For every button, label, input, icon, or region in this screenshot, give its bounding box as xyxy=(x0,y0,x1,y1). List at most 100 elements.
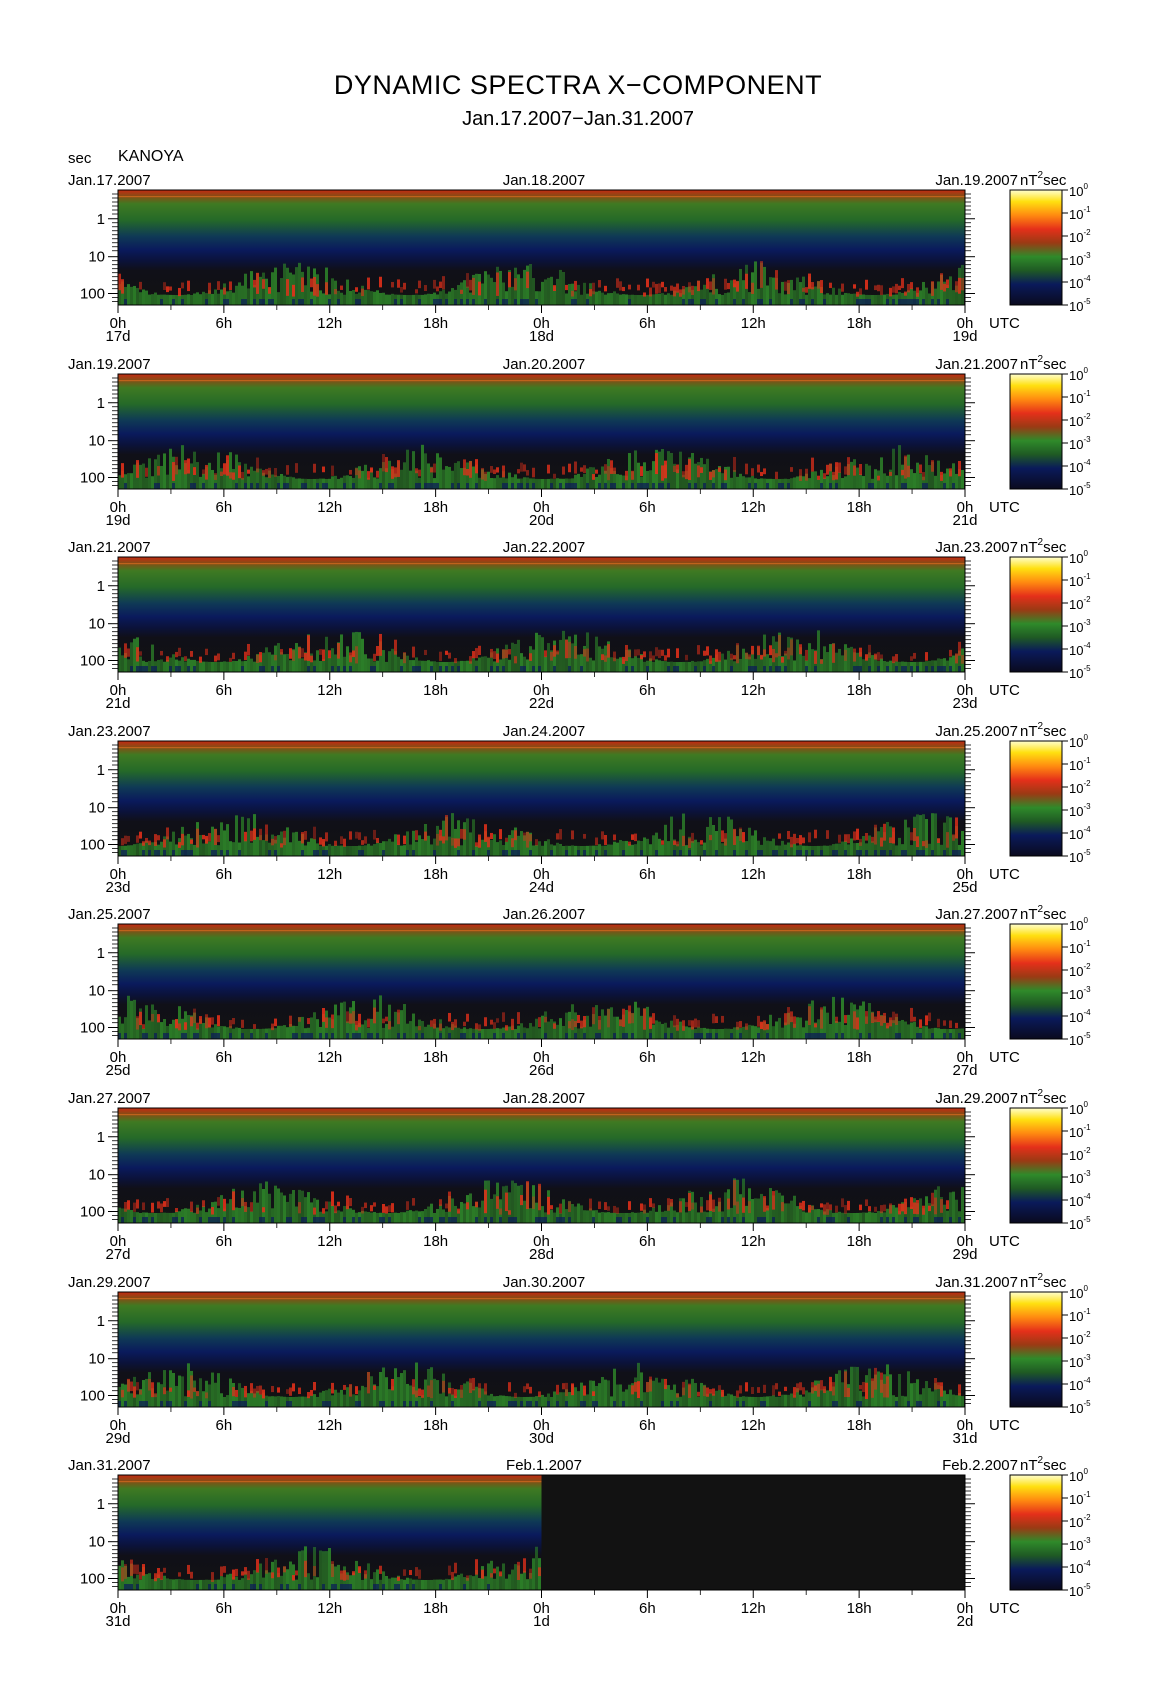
x-tick-label: 6h xyxy=(639,315,656,332)
y-tick-label: 10 xyxy=(88,616,105,633)
day-label-mid: 24d xyxy=(529,879,554,896)
panel-date-right: Jan.29.2007 xyxy=(935,1090,1018,1107)
panel-1: Jan.17.2007 Jan.18.2007 Jan.19.2007 nT2sec1… xyxy=(68,170,1091,345)
colorbar-tick-label: 10-3 xyxy=(1069,1353,1091,1370)
panel-date-mid: Jan.20.2007 xyxy=(503,356,586,373)
colorbar-tick-label: 100 xyxy=(1069,1100,1088,1117)
x-tick-label: 18h xyxy=(847,499,872,516)
x-tick-label: 18h xyxy=(847,866,872,883)
colorbar-unit: nT2sec xyxy=(1020,904,1067,923)
x-unit-label: UTC xyxy=(989,1049,1020,1066)
y-tick-label: 100 xyxy=(80,653,105,670)
colorbar-tick-label: 100 xyxy=(1069,1284,1088,1301)
day-label-mid: 30d xyxy=(529,1430,554,1447)
x-tick-label: 0h xyxy=(533,682,550,699)
panel-date-left: Jan.25.2007 xyxy=(68,906,151,923)
day-label-right: 19d xyxy=(952,328,977,345)
day-label-mid: 28d xyxy=(529,1246,554,1263)
panel-8: Jan.31.2007 Feb.1.2007 Feb.2.2007 nT2sec 1 10… xyxy=(68,1455,1091,1630)
spectrum-band-line xyxy=(118,563,965,565)
spectrum-activity xyxy=(118,444,964,489)
figure-subtitle: Jan.17.2007−Jan.31.2007 xyxy=(462,108,694,130)
x-tick-label: 0h xyxy=(110,1233,127,1250)
colorbar-tick-label: 100 xyxy=(1069,182,1088,199)
day-label-right: 25d xyxy=(952,879,977,896)
x-tick-label: 0h xyxy=(110,682,127,699)
x-tick-label: 6h xyxy=(639,1049,656,1066)
panel-date-right: Feb.2.2007 xyxy=(942,1457,1018,1474)
y-tick-label: 1 xyxy=(97,945,105,962)
x-unit-label: UTC xyxy=(989,1600,1020,1617)
spectrum-activity xyxy=(118,1178,964,1223)
x-tick-label: 6h xyxy=(639,499,656,516)
colorbar-tick-label: 10-3 xyxy=(1069,1169,1091,1186)
x-tick-label: 18h xyxy=(423,1417,448,1434)
x-tick-label: 6h xyxy=(216,1233,233,1250)
x-tick-label: 12h xyxy=(741,682,766,699)
x-tick-label: 0h xyxy=(533,1600,550,1617)
x-tick-label: 6h xyxy=(216,315,233,332)
x-tick-label: 6h xyxy=(216,682,233,699)
y-tick-label: 1 xyxy=(97,762,105,779)
y-tick-label: 10 xyxy=(88,1534,105,1551)
panel-date-right: Jan.25.2007 xyxy=(935,723,1018,740)
colorbar-tick-label: 10-4 xyxy=(1069,1192,1091,1209)
spectrum-band-line xyxy=(118,930,965,932)
colorbar-tick-label: 10-5 xyxy=(1069,664,1091,681)
day-label-right: 31d xyxy=(952,1430,977,1447)
panel-date-mid: Feb.1.2007 xyxy=(506,1457,582,1474)
x-unit-label: UTC xyxy=(989,315,1020,332)
x-tick-label: 12h xyxy=(317,499,342,516)
x-tick-label: 0h xyxy=(957,315,974,332)
panel-date-left: Jan.31.2007 xyxy=(68,1457,151,1474)
x-tick-label: 12h xyxy=(317,1417,342,1434)
panel-date-right: Jan.19.2007 xyxy=(935,172,1018,189)
spectrum-activity xyxy=(118,1362,964,1407)
x-tick-label: 18h xyxy=(847,1049,872,1066)
colorbar-tick-label: 10-5 xyxy=(1069,1215,1091,1232)
day-label-left: 25d xyxy=(105,1062,130,1079)
panel-date-left: Jan.19.2007 xyxy=(68,356,151,373)
colorbar-tick-label: 10-4 xyxy=(1069,825,1091,842)
y-tick-label: 1 xyxy=(97,211,105,228)
x-tick-label: 18h xyxy=(423,866,448,883)
day-label-mid: 22d xyxy=(529,695,554,712)
colorbar-tick-label: 10-4 xyxy=(1069,274,1091,291)
colorbar-tick-label: 10-1 xyxy=(1069,939,1091,956)
x-tick-label: 12h xyxy=(741,1233,766,1250)
x-tick-label: 0h xyxy=(957,1600,974,1617)
y-tick-label: 10 xyxy=(88,1167,105,1184)
x-tick-label: 0h xyxy=(533,315,550,332)
x-tick-label: 12h xyxy=(317,866,342,883)
y-tick-label: 100 xyxy=(80,837,105,854)
day-label-left: 19d xyxy=(105,512,130,529)
spectrum-activity xyxy=(118,261,964,305)
y-tick-label: 10 xyxy=(88,800,105,817)
colorbar-tick-label: 10-1 xyxy=(1069,1123,1091,1140)
panel-date-mid: Jan.28.2007 xyxy=(503,1090,586,1107)
x-tick-label: 18h xyxy=(423,499,448,516)
x-tick-label: 6h xyxy=(216,499,233,516)
x-tick-label: 12h xyxy=(317,1049,342,1066)
x-tick-label: 18h xyxy=(847,1233,872,1250)
colorbar xyxy=(1009,1474,1063,1591)
colorbar xyxy=(1009,189,1063,306)
spectrum-activity xyxy=(118,813,964,856)
panel-5: Jan.25.2007 Jan.26.2007 Jan.27.2007 nT2sec1… xyxy=(68,904,1091,1079)
y-tick-label: 100 xyxy=(80,1571,105,1588)
day-label-left: 23d xyxy=(105,879,130,896)
y-tick-label: 1 xyxy=(97,1313,105,1330)
colorbar xyxy=(1009,1291,1063,1408)
colorbar-tick-label: 10-5 xyxy=(1069,1582,1091,1599)
colorbar-tick-label: 10-5 xyxy=(1069,1031,1091,1048)
x-tick-label: 18h xyxy=(423,1049,448,1066)
panel-date-mid: Jan.22.2007 xyxy=(503,539,586,556)
x-tick-label: 0h xyxy=(957,1417,974,1434)
x-tick-label: 12h xyxy=(317,682,342,699)
colorbar xyxy=(1009,1107,1063,1224)
x-tick-label: 0h xyxy=(533,1049,550,1066)
spectrum-band-line xyxy=(118,380,965,382)
x-tick-label: 18h xyxy=(423,315,448,332)
spectrum-band-line xyxy=(118,196,965,198)
x-tick-label: 12h xyxy=(741,1600,766,1617)
